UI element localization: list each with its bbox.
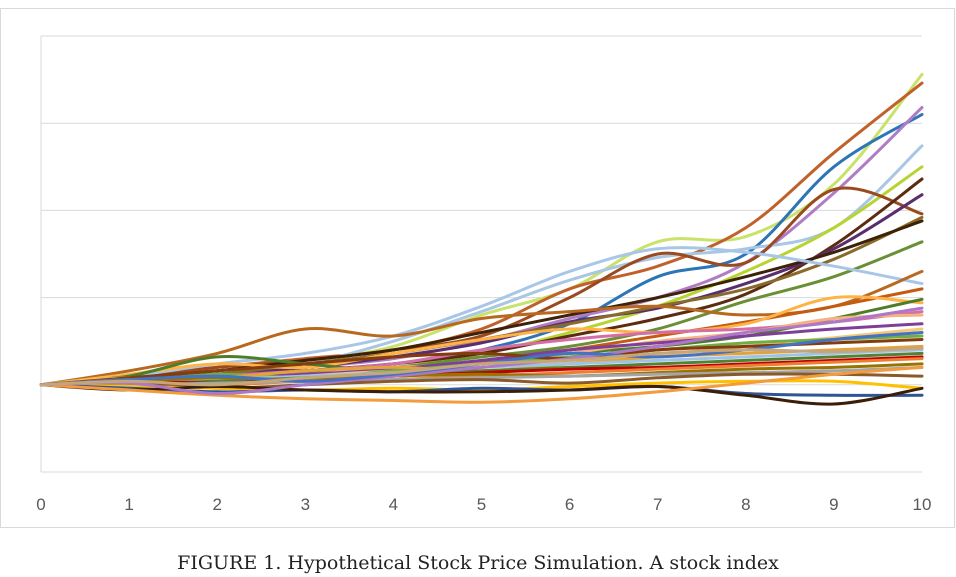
- x-tick-labels: 0 1 2 3 4 5 6 7 8 9 10: [36, 495, 931, 514]
- x-tick-label: 8: [741, 495, 750, 514]
- series-line-34: [39, 383, 924, 406]
- figure-caption: FIGURE 1. Hypothetical Stock Price Simul…: [177, 552, 779, 574]
- x-tick-label: 4: [389, 495, 398, 514]
- x-tick-label: 0: [36, 495, 45, 514]
- series-line-14: [39, 269, 924, 387]
- x-tick-label: 9: [829, 495, 838, 514]
- series-line-29: [39, 362, 924, 387]
- series-line-16: [39, 295, 924, 387]
- x-tick-label: 1: [124, 495, 133, 514]
- series-line-36: [39, 306, 924, 396]
- series-line-7: [39, 186, 924, 387]
- x-tick-label: 6: [565, 495, 574, 514]
- series-line-35: [39, 365, 924, 404]
- x-tick-label: 2: [212, 495, 221, 514]
- series-line-23: [39, 338, 924, 387]
- x-tick-label: 10: [913, 495, 932, 514]
- line-chart: 0 1 2 3 4 5 6 7 8 9 10: [36, 35, 931, 514]
- gridlines: [40, 35, 922, 473]
- series-lines: [39, 72, 924, 406]
- x-tick-label: 5: [477, 495, 486, 514]
- x-tick-label: 7: [653, 495, 662, 514]
- x-tick-label: 3: [301, 495, 310, 514]
- series-line-38: [39, 346, 924, 387]
